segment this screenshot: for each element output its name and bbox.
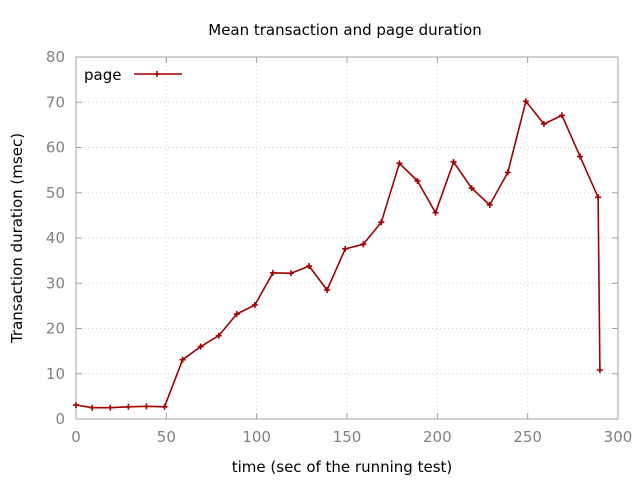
x-tick-label: 150 xyxy=(333,428,362,446)
legend-marker-page xyxy=(154,71,160,77)
y-tick-label: 70 xyxy=(46,93,65,111)
data-point xyxy=(342,245,349,252)
data-point xyxy=(558,112,565,119)
x-tick-label: 300 xyxy=(604,428,633,446)
y-tick-label: 40 xyxy=(46,229,65,247)
data-point xyxy=(179,356,186,363)
data-point xyxy=(504,169,511,176)
data-point xyxy=(324,287,331,294)
data-point xyxy=(269,269,276,276)
data-point xyxy=(215,332,222,339)
y-tick-label: 0 xyxy=(55,410,65,428)
data-point xyxy=(306,263,313,270)
data-point xyxy=(107,404,114,411)
series-line-page xyxy=(75,100,601,409)
data-point xyxy=(360,241,367,248)
data-point xyxy=(577,153,584,160)
data-point xyxy=(540,120,547,127)
data-point xyxy=(595,194,602,201)
data-point xyxy=(396,160,403,167)
series-layer xyxy=(73,98,603,411)
legend-label-page: page xyxy=(84,66,121,84)
x-axis-label: time (sec of the running test) xyxy=(232,458,453,476)
data-point xyxy=(522,98,529,105)
data-point xyxy=(251,301,258,308)
data-point xyxy=(432,209,439,216)
axis-ticks: 0 50 100 150 200 250 300 0 10 20 30 40 50 60 70 80 xyxy=(46,48,632,446)
data-point xyxy=(143,403,150,410)
x-tick-label: 100 xyxy=(242,428,271,446)
y-tick-label: 20 xyxy=(46,320,65,338)
x-tick-label: 200 xyxy=(423,428,452,446)
chart-title: Mean transaction and page duration xyxy=(208,21,481,39)
y-tick-label: 80 xyxy=(46,48,65,66)
data-point xyxy=(89,404,96,411)
y-tick-label: 10 xyxy=(46,365,65,383)
x-tick-label: 0 xyxy=(71,428,81,446)
y-tick-label: 30 xyxy=(46,274,65,292)
data-point xyxy=(468,185,475,192)
data-point xyxy=(596,367,603,374)
data-point xyxy=(378,219,385,226)
data-point xyxy=(125,403,132,410)
data-point xyxy=(73,401,79,408)
y-axis-label: Transaction duration (msec) xyxy=(8,133,26,344)
data-point xyxy=(486,201,493,208)
data-point xyxy=(450,158,457,165)
data-point xyxy=(287,270,294,277)
x-tick-label: 250 xyxy=(513,428,542,446)
grid xyxy=(76,57,618,419)
legend: page xyxy=(84,66,182,84)
data-point xyxy=(197,343,204,350)
y-tick-label: 50 xyxy=(46,184,65,202)
data-point xyxy=(414,177,421,184)
data-point xyxy=(161,403,168,410)
x-tick-label: 50 xyxy=(157,428,176,446)
y-tick-label: 60 xyxy=(46,139,65,157)
data-point xyxy=(233,311,240,318)
